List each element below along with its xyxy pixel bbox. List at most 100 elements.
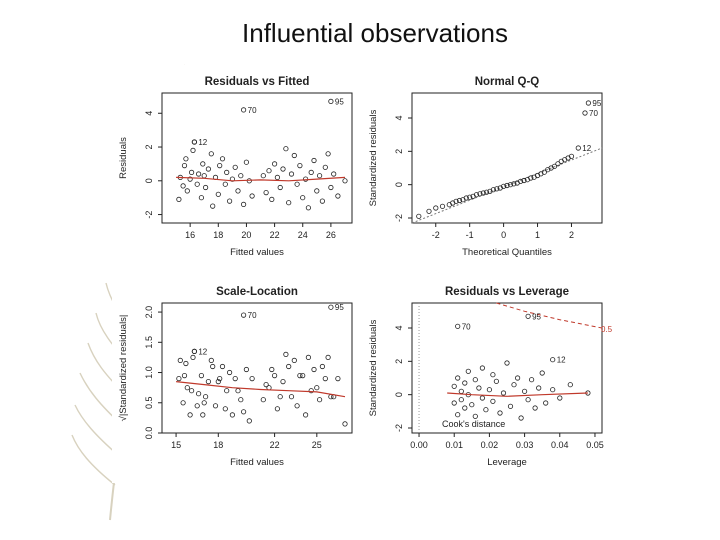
data-point (291, 152, 297, 159)
data-point (235, 188, 241, 194)
smoother-line (176, 381, 346, 398)
data-point (456, 197, 463, 204)
data-point (325, 151, 331, 157)
x-tick-label: 15 (171, 440, 181, 450)
data-point (550, 387, 556, 393)
y-tick-label: 4 (144, 111, 154, 116)
data-point (241, 409, 247, 415)
x-tick-label: 0.02 (481, 440, 499, 450)
data-point (511, 181, 517, 187)
observation-label: 95 (592, 99, 601, 108)
x-tick-label: 18 (213, 440, 223, 450)
data-point (203, 394, 209, 400)
data-point (507, 182, 513, 188)
slide-title: Influential observations (242, 18, 508, 48)
labelled-point (575, 145, 581, 151)
x-tick-label: 1 (535, 230, 540, 240)
plot-panel-4: Residuals vs Leverage 0.00 0.01 0.02 0.03 0.0… (368, 286, 613, 468)
labelled-point (455, 323, 461, 329)
data-point (277, 394, 283, 400)
data-point (528, 377, 535, 383)
data-point (539, 370, 545, 376)
y-tick-label: 2 (394, 149, 404, 154)
data-point (557, 395, 563, 401)
data-point (215, 191, 221, 197)
cooks-distance-curve (496, 302, 603, 329)
labelled-point (582, 110, 588, 116)
labelled-point (191, 348, 198, 354)
data-point (507, 403, 514, 409)
data-point (319, 198, 325, 204)
observation-label: 95 (532, 312, 541, 321)
data-point (203, 184, 209, 191)
data-point (177, 357, 183, 363)
data-point (308, 388, 314, 394)
data-point (518, 415, 524, 421)
data-point (494, 186, 500, 192)
y-tick-label: -2 (394, 214, 404, 222)
data-point (314, 385, 320, 391)
plot-frame (161, 92, 353, 224)
data-point (479, 365, 485, 371)
data-point (551, 163, 558, 169)
data-point (305, 205, 311, 211)
data-point (504, 182, 510, 189)
data-point (210, 363, 216, 370)
data-point (222, 406, 228, 412)
data-point (224, 169, 230, 176)
data-point (238, 397, 244, 403)
data-point (517, 178, 524, 184)
data-point (235, 388, 241, 394)
data-point (342, 178, 348, 184)
data-point (317, 173, 323, 179)
data-point (194, 403, 200, 409)
observation-label: 95 (335, 97, 344, 106)
data-point (479, 395, 485, 401)
data-point (243, 366, 249, 373)
x-tick-label: 0.04 (551, 440, 569, 450)
data-point (463, 195, 469, 201)
data-point (176, 375, 182, 382)
data-point (453, 198, 459, 204)
data-point (288, 394, 295, 400)
data-point (187, 176, 193, 182)
data-point (205, 378, 212, 385)
data-point (294, 181, 300, 187)
data-point (317, 397, 323, 403)
x-tick-label: 20 (241, 230, 251, 240)
data-point (294, 403, 300, 409)
data-point (200, 412, 206, 418)
data-point (190, 354, 196, 360)
data-point (196, 171, 202, 177)
data-point (272, 161, 278, 167)
y-tick-label: 0 (144, 178, 154, 183)
x-axis-label: Fitted values (230, 247, 284, 258)
observation-label: 70 (589, 109, 598, 118)
data-point (568, 153, 575, 159)
x-tick-label: 22 (270, 230, 280, 240)
x-tick-label: 24 (298, 230, 308, 240)
data-point (190, 147, 196, 154)
data-point (439, 203, 446, 209)
y-axis-label: Standardized residuals (368, 109, 379, 206)
data-point (480, 190, 486, 196)
y-tick-label: 4 (394, 115, 404, 120)
data-point (543, 400, 549, 406)
data-point (224, 388, 230, 394)
data-point (490, 372, 496, 378)
data-point (536, 385, 542, 391)
data-point (300, 195, 306, 201)
data-point (241, 201, 247, 207)
data-point (322, 375, 328, 382)
data-point (180, 183, 186, 189)
data-point (483, 189, 490, 195)
data-point (426, 208, 432, 214)
data-point (567, 382, 573, 388)
data-point (183, 360, 189, 367)
observation-label: 70 (462, 322, 471, 331)
data-point (272, 372, 278, 379)
x-tick-label: -1 (466, 230, 474, 240)
data-point (232, 375, 238, 382)
data-point (180, 400, 186, 406)
data-point (528, 175, 534, 181)
